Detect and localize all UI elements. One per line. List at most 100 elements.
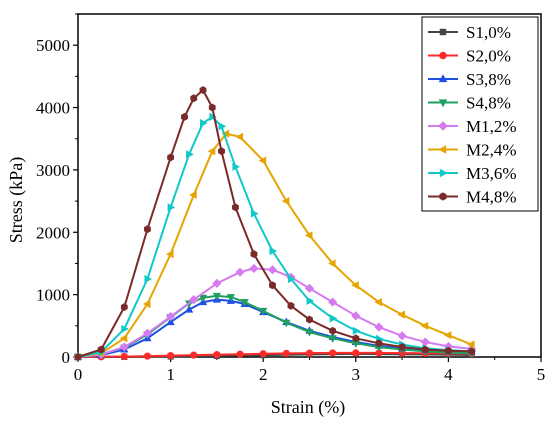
legend-label: S3,8% xyxy=(466,70,511,89)
data-point xyxy=(397,331,407,341)
data-point xyxy=(166,249,174,259)
data-point xyxy=(121,324,129,334)
data-point xyxy=(281,196,290,206)
data-point xyxy=(97,345,105,354)
x-axis: 0 1 2 3 4 5 xyxy=(74,357,546,384)
data-point xyxy=(420,321,429,330)
legend-item: S2,0% xyxy=(428,47,511,66)
legend: S1,0% S2,0% S3,8% S4,8% M1,2% M2,4% M3,6% M4,8% xyxy=(421,16,539,212)
x-tick-label: 5 xyxy=(537,365,546,384)
data-point xyxy=(119,342,129,352)
data-point xyxy=(375,339,383,348)
x-axis-title: Strain (%) xyxy=(271,397,345,418)
data-point xyxy=(352,349,360,357)
data-point xyxy=(328,259,336,268)
legend-label: M4,8% xyxy=(466,188,517,207)
data-point xyxy=(443,331,452,340)
data-point xyxy=(189,295,199,305)
legend-marker xyxy=(438,145,447,154)
data-point xyxy=(329,349,337,357)
data-point xyxy=(181,112,188,121)
y-tick-label: 0 xyxy=(62,348,71,367)
data-point xyxy=(213,351,221,359)
data-point xyxy=(352,326,361,335)
data-point xyxy=(198,294,208,303)
legend-item: M4,8% xyxy=(428,188,517,207)
data-point xyxy=(258,156,267,165)
data-point xyxy=(167,352,175,360)
data-point xyxy=(305,349,314,357)
data-point xyxy=(167,203,176,212)
data-point xyxy=(240,299,249,307)
data-point xyxy=(328,297,338,307)
legend-marker xyxy=(439,28,447,36)
data-point xyxy=(235,132,244,141)
data-point xyxy=(374,298,382,307)
legend-label: M3,6% xyxy=(466,164,517,183)
legend-label: S1,0% xyxy=(466,23,511,42)
legend-label: S4,8% xyxy=(466,94,511,113)
legend-item: M3,6% xyxy=(428,164,517,183)
x-tick-label: 0 xyxy=(74,365,83,384)
data-point xyxy=(282,319,291,328)
data-point xyxy=(397,310,406,319)
data-point xyxy=(329,314,338,323)
data-point xyxy=(466,340,475,349)
series-7 xyxy=(75,112,477,362)
data-point xyxy=(167,153,175,162)
data-point xyxy=(186,150,194,159)
y-tick-label: 2000 xyxy=(36,223,70,242)
data-point xyxy=(212,292,222,301)
legend-marker xyxy=(439,192,447,201)
data-point xyxy=(351,311,361,321)
data-point xyxy=(259,350,267,358)
legend-label: S2,0% xyxy=(466,47,511,66)
data-point xyxy=(306,296,315,305)
legend-label: M1,2% xyxy=(466,117,517,136)
legend-item: S4,8% xyxy=(428,94,511,113)
y-axis-title: Stress (kPa) xyxy=(6,157,27,244)
data-point xyxy=(236,350,244,358)
data-point xyxy=(250,209,259,218)
legend-item: M1,2% xyxy=(428,117,517,136)
data-point xyxy=(235,267,245,277)
data-point xyxy=(74,353,82,361)
data-point xyxy=(212,278,222,288)
legend-marker xyxy=(438,99,448,108)
data-point xyxy=(207,147,216,156)
legend-marker xyxy=(439,168,448,178)
data-point xyxy=(142,328,153,338)
data-point xyxy=(444,346,452,355)
data-point xyxy=(143,352,152,360)
data-point xyxy=(468,347,475,356)
data-point xyxy=(267,265,278,275)
legend-marker xyxy=(439,51,447,60)
data-point xyxy=(218,147,225,156)
data-point xyxy=(232,162,241,171)
data-point xyxy=(259,307,268,316)
data-point xyxy=(305,329,314,337)
data-point xyxy=(250,250,258,259)
y-tick-label: 4000 xyxy=(36,99,70,118)
data-point xyxy=(287,274,296,284)
data-point xyxy=(328,335,337,343)
data-point xyxy=(218,122,227,131)
data-point xyxy=(226,294,235,302)
legend-item: M2,4% xyxy=(428,141,517,160)
data-point xyxy=(351,281,359,290)
x-tick-label: 3 xyxy=(352,365,361,384)
data-point xyxy=(269,246,278,256)
data-point xyxy=(375,349,383,357)
data-point xyxy=(329,326,337,335)
data-point xyxy=(189,190,197,199)
data-point xyxy=(287,301,295,310)
y-tick-label: 3000 xyxy=(36,161,70,180)
series-6 xyxy=(73,129,475,362)
data-point xyxy=(304,283,315,293)
legend-box xyxy=(421,16,539,212)
y-tick-label: 5000 xyxy=(36,36,70,55)
legend-label: M2,4% xyxy=(466,141,517,160)
series-layer xyxy=(73,86,477,362)
data-point xyxy=(232,203,239,212)
data-point xyxy=(282,349,290,357)
